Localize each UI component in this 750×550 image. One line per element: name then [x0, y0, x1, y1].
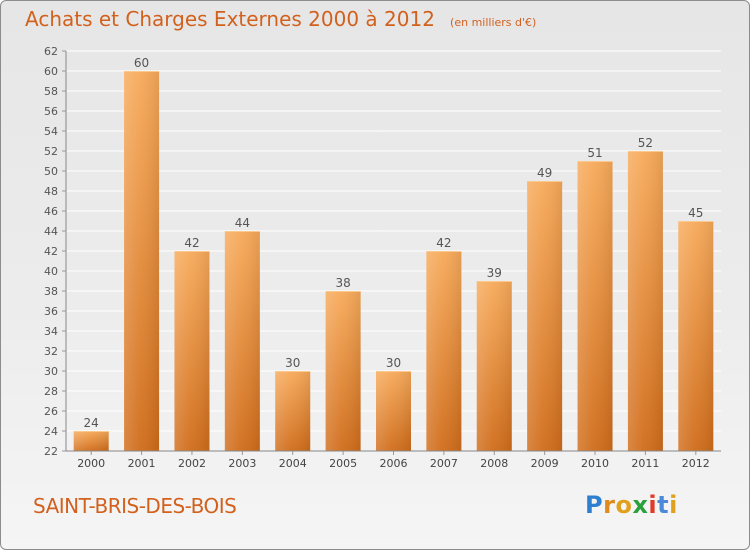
- x-tick-label: 2008: [480, 457, 508, 470]
- x-tick-label: 2000: [77, 457, 105, 470]
- data-label: 60: [134, 56, 149, 70]
- chart-title: Achats et Charges Externes 2000 à 2012: [25, 7, 435, 31]
- data-label: 44: [235, 216, 250, 230]
- y-tick-label: 38: [44, 285, 58, 298]
- bars: [73, 71, 714, 451]
- bar-shine: [376, 371, 411, 451]
- logo-letter: o: [615, 491, 633, 519]
- y-tick-label: 56: [44, 105, 58, 118]
- bar-shine: [426, 251, 462, 451]
- y-tick-label: 34: [44, 325, 58, 338]
- y-tick-label: 26: [44, 405, 58, 418]
- y-tick-label: 46: [44, 205, 58, 218]
- chart-subtitle: (en milliers d'€): [450, 16, 537, 29]
- bar-shine: [73, 431, 109, 451]
- y-tick-label: 40: [44, 265, 58, 278]
- data-label: 45: [688, 206, 703, 220]
- bar-shine: [627, 151, 663, 451]
- bar-shine: [325, 291, 361, 451]
- logo-letter: x: [632, 491, 649, 519]
- y-tick-label: 50: [44, 165, 58, 178]
- bar-shine: [174, 251, 210, 451]
- data-label: 39: [487, 266, 502, 280]
- y-tick-label: 60: [44, 65, 58, 78]
- town-name: SAINT-BRIS-DES-BOIS: [33, 494, 237, 518]
- data-label: 42: [436, 236, 451, 250]
- y-tick-label: 24: [44, 425, 58, 438]
- y-tick-label: 28: [44, 385, 58, 398]
- y-tick-label: 32: [44, 345, 58, 358]
- y-tick-label: 42: [44, 245, 58, 258]
- data-label: 38: [335, 276, 350, 290]
- x-tick-label: 2002: [178, 457, 206, 470]
- bar-shine: [124, 71, 160, 451]
- logo-letter: P: [585, 491, 604, 519]
- y-tick-label: 44: [44, 225, 58, 238]
- data-label: 24: [84, 416, 99, 430]
- data-label: 42: [184, 236, 199, 250]
- x-tick-label: 2001: [128, 457, 156, 470]
- bar-shine: [476, 281, 512, 451]
- data-label: 30: [386, 356, 401, 370]
- bar-shine: [577, 161, 613, 451]
- title-block: Achats et Charges Externes 2000 à 2012 (…: [25, 7, 536, 31]
- x-tick-label: 2010: [581, 457, 609, 470]
- y-tick-label: 58: [44, 85, 58, 98]
- data-label: 49: [537, 166, 552, 180]
- data-label: 52: [638, 136, 653, 150]
- proxiti-logo[interactable]: Proxiti: [585, 491, 678, 519]
- x-tick-label: 2007: [430, 457, 458, 470]
- bar-shine: [224, 231, 260, 451]
- bar-shine: [527, 181, 563, 451]
- x-tick-label: 2009: [531, 457, 559, 470]
- data-labels: 24 60 42 44 30 38 30 42 39 49 51 52 45: [84, 56, 704, 430]
- y-axis-ticks: 22 24 26 28 30 32 34 36 38 40 42 44 46 48 50 52 54 56 58 60…: [44, 45, 66, 458]
- logo-letter: i: [669, 491, 678, 519]
- y-tick-label: 62: [44, 45, 58, 58]
- logo-letter: i: [648, 491, 658, 519]
- y-tick-label: 22: [44, 445, 58, 458]
- y-tick-label: 54: [44, 125, 58, 138]
- y-tick-label: 48: [44, 185, 58, 198]
- x-tick-label: 2003: [228, 457, 256, 470]
- data-label: 51: [587, 146, 602, 160]
- logo-letter: t: [657, 491, 670, 519]
- x-tick-label: 2006: [380, 457, 408, 470]
- y-tick-label: 36: [44, 305, 58, 318]
- x-tick-label: 2004: [279, 457, 307, 470]
- bar-shine: [678, 221, 714, 451]
- y-tick-label: 52: [44, 145, 58, 158]
- x-tick-label: 2012: [682, 457, 710, 470]
- x-tick-label: 2005: [329, 457, 357, 470]
- data-label: 30: [285, 356, 300, 370]
- y-tick-label: 30: [44, 365, 58, 378]
- x-tick-label: 2011: [631, 457, 659, 470]
- bar-shine: [275, 371, 311, 451]
- logo-letter: r: [603, 491, 616, 519]
- x-axis-ticks: 2000 2001 2002 2003 2004 2005 2006 2007 2008 2009…: [77, 451, 710, 470]
